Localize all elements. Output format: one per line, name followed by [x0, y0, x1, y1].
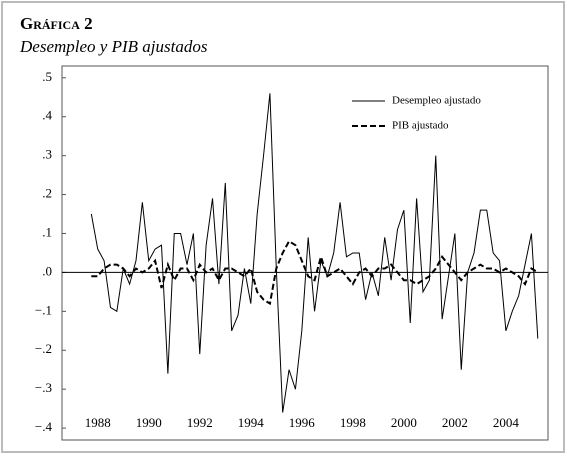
- y-tick-label: −.4: [35, 419, 53, 434]
- x-tick-label: 2000: [391, 415, 417, 430]
- y-tick-label: .0: [42, 263, 52, 278]
- series-line: [90, 93, 539, 413]
- y-tick-label: .4: [42, 108, 52, 123]
- y-tick-label: .5: [42, 69, 52, 84]
- x-tick-label: 2004: [493, 415, 520, 430]
- x-tick-label: 2002: [442, 415, 468, 430]
- legend-label: Desempleo ajustado: [392, 95, 481, 107]
- x-tick-label: 1996: [289, 415, 316, 430]
- chart-title: Gráfica 2: [20, 14, 93, 33]
- x-tick-label: 1988: [85, 415, 111, 430]
- y-tick-label: .1: [42, 224, 52, 239]
- series-line: [91, 239, 539, 306]
- x-tick-label: 1994: [238, 415, 265, 430]
- y-tick-label: −.3: [35, 380, 52, 395]
- chart-subtitle: Desempleo y PIB ajustados: [19, 37, 208, 56]
- y-tick-label: −.1: [35, 302, 52, 317]
- y-tick-label: .2: [42, 186, 52, 201]
- y-tick-label: .3: [42, 147, 52, 162]
- plot-frame: [61, 65, 549, 441]
- x-tick-label: 1990: [136, 415, 162, 430]
- legend-label: PIB ajustado: [392, 120, 449, 132]
- x-tick-label: 1998: [340, 415, 366, 430]
- x-tick-label: 1992: [187, 415, 213, 430]
- y-tick-label: −.2: [35, 341, 52, 356]
